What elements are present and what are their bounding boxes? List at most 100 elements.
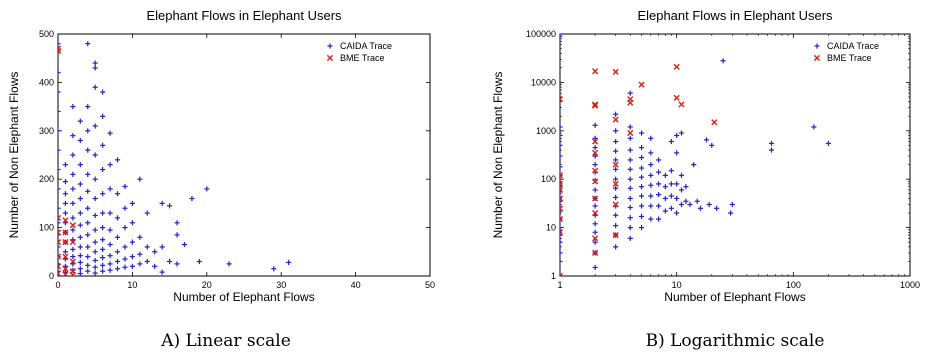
bme-point xyxy=(592,149,599,156)
caida-point xyxy=(627,176,633,182)
bme-point xyxy=(592,249,599,257)
caida-point xyxy=(706,201,712,208)
caida-point xyxy=(92,84,98,90)
caida-point xyxy=(655,157,662,163)
caida-point xyxy=(181,241,188,248)
bme-point xyxy=(592,68,599,75)
caida-point xyxy=(122,256,128,262)
caida-point xyxy=(678,187,685,193)
caida-point xyxy=(560,172,563,178)
bme-point xyxy=(612,161,619,168)
caida-point xyxy=(627,215,633,221)
caida-point xyxy=(107,130,113,136)
caida-point xyxy=(85,41,91,47)
legend-plus-icon xyxy=(327,43,333,49)
caida-point xyxy=(627,147,633,153)
caida-point xyxy=(714,205,720,211)
caida-point xyxy=(560,124,563,130)
caida-point xyxy=(683,198,689,204)
legend-cross-icon xyxy=(326,54,334,62)
caida-point xyxy=(152,263,158,269)
caida-point xyxy=(58,41,61,47)
caida-point xyxy=(92,212,98,219)
caida-point xyxy=(825,140,832,146)
caida-point xyxy=(58,254,61,260)
caida-point xyxy=(122,225,128,231)
caida-point xyxy=(627,90,633,96)
caida-point xyxy=(655,192,662,198)
caida-point xyxy=(668,138,674,145)
caida-point xyxy=(728,210,734,216)
caida-point xyxy=(159,244,165,250)
caida-point xyxy=(768,147,775,153)
caida-point xyxy=(70,133,76,139)
caida-point xyxy=(144,210,150,216)
caida-point xyxy=(560,164,563,170)
caida-point xyxy=(85,171,91,177)
x-tick-label: 10 xyxy=(672,280,682,290)
x-tick-label: 100 xyxy=(786,280,801,290)
y-tick-label: 100000 xyxy=(526,29,556,39)
caida-point xyxy=(662,195,668,202)
caida-point xyxy=(613,111,619,117)
caida-point xyxy=(662,208,668,214)
x-tick-label: 10 xyxy=(127,280,137,290)
caida-point xyxy=(122,205,128,211)
caida-point xyxy=(100,262,106,268)
caida-point xyxy=(627,157,633,163)
caida-point xyxy=(137,261,143,267)
caida-point xyxy=(58,70,61,76)
caption-a: A) Linear scale xyxy=(160,331,291,351)
caida-point xyxy=(70,246,76,252)
caida-point xyxy=(648,193,654,199)
caida-point xyxy=(627,166,633,172)
bme-point xyxy=(673,63,680,70)
caida-point xyxy=(560,232,563,238)
caida-point xyxy=(77,162,83,168)
caida-point xyxy=(627,124,633,130)
caida-point xyxy=(638,213,645,220)
caida-point xyxy=(92,176,98,182)
caida-point xyxy=(92,123,98,129)
bme-point xyxy=(58,263,62,270)
caida-point xyxy=(613,185,619,191)
caida-point xyxy=(648,135,654,141)
bme-point xyxy=(638,81,645,88)
caida-point xyxy=(92,264,98,270)
x-tick-label: 30 xyxy=(276,280,286,290)
caida-point xyxy=(107,261,113,267)
caida-point xyxy=(107,186,113,192)
caida-point xyxy=(107,227,113,233)
caida-point xyxy=(655,169,662,175)
caida-point xyxy=(592,187,598,193)
caida-point xyxy=(62,210,69,216)
caida-point xyxy=(560,132,563,139)
caida-point xyxy=(100,191,106,197)
caida-point xyxy=(560,181,563,187)
caida-point xyxy=(638,165,645,171)
caida-point xyxy=(189,195,195,202)
caida-point xyxy=(638,225,645,231)
caida-point xyxy=(100,166,106,173)
caida-point xyxy=(129,200,135,206)
caida-point xyxy=(62,162,69,168)
y-tick-label: 300 xyxy=(39,126,54,136)
bme-point xyxy=(612,116,619,123)
x-axis-label: Number of Elephant Flows xyxy=(173,290,314,304)
caida-point xyxy=(107,267,113,273)
caida-point xyxy=(613,176,619,182)
caida-point xyxy=(592,153,598,159)
bme-point xyxy=(612,232,619,239)
caida-point xyxy=(592,264,598,271)
y-tick-label: 500 xyxy=(39,29,54,39)
caida-point xyxy=(811,124,817,130)
caida-point xyxy=(122,264,128,270)
caida-point xyxy=(167,203,173,209)
caida-point xyxy=(85,104,91,110)
legend-marker-bme xyxy=(813,54,821,62)
x-tick-label: 50 xyxy=(425,280,435,290)
caida-point xyxy=(85,147,91,153)
caida-point xyxy=(655,181,662,187)
bme-point xyxy=(592,195,599,202)
caida-point xyxy=(592,135,598,141)
